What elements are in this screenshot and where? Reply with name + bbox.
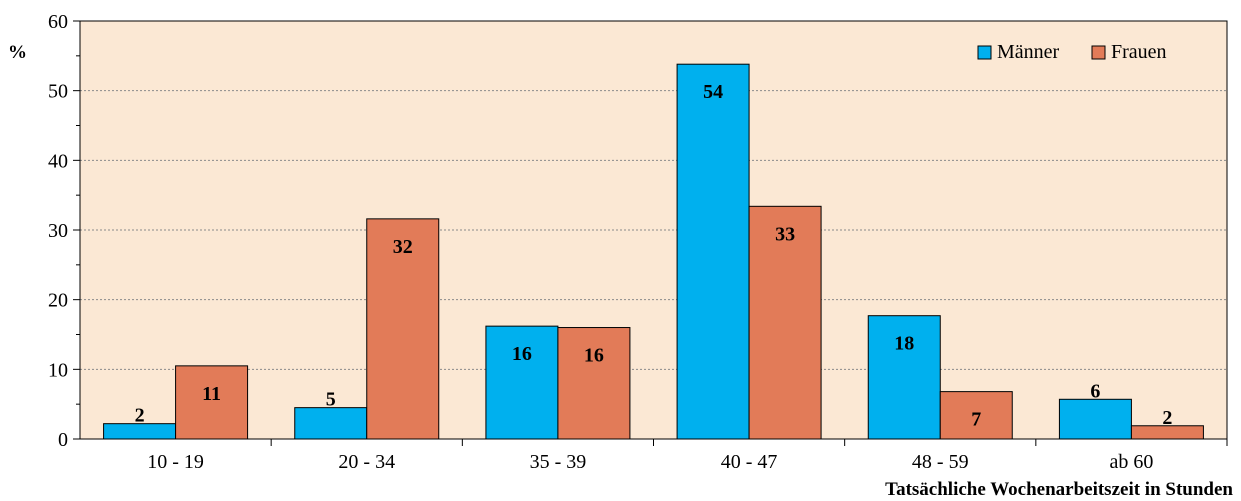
bars [103, 63, 1204, 440]
y-tick-label: 40 [48, 150, 68, 172]
y-tick-label: 20 [48, 290, 68, 312]
legend-swatch-maenner [977, 45, 992, 60]
y-tick-label: 60 [48, 11, 68, 33]
y-tick-label: 0 [58, 429, 68, 451]
labels: 0 10 20 30 40 50 60 10 - 19 2 11 20 - 34 5 32 35 - 39… [48, 11, 1172, 473]
y-tick-label: 10 [48, 359, 68, 381]
data-label: 6 [1090, 380, 1100, 402]
data-label: 2 [1162, 407, 1172, 429]
data-label: 16 [512, 343, 532, 365]
bar-maenner [676, 63, 750, 440]
data-label: 16 [584, 345, 604, 367]
bar-frauen [748, 205, 822, 440]
data-label: 33 [775, 223, 795, 245]
axes [73, 20, 1228, 446]
data-label: 54 [703, 81, 723, 103]
y-axis-title: % [8, 42, 27, 63]
bar-maenner [867, 315, 941, 440]
data-label: 5 [326, 389, 336, 411]
x-tick-label: 35 - 39 [530, 451, 587, 473]
data-label: 2 [135, 405, 145, 427]
y-tick-label: 50 [48, 81, 68, 103]
bar-maenner [294, 407, 368, 440]
x-tick-label: 40 - 47 [721, 451, 778, 473]
y-tick-label: 30 [48, 220, 68, 242]
legend: Männer Frauen [977, 41, 1167, 63]
data-label: 18 [894, 333, 914, 355]
legend-label-maenner: Männer [997, 41, 1060, 63]
legend-swatch-frauen [1091, 45, 1106, 60]
bar-maenner [1058, 398, 1132, 440]
x-tick-label: ab 60 [1109, 451, 1153, 473]
bar-frauen [175, 365, 249, 440]
x-tick-label: 10 - 19 [147, 451, 204, 473]
data-label: 11 [202, 383, 221, 405]
bar-frauen [939, 391, 1013, 440]
gridlines [80, 90, 1227, 370]
x-tick-label: 20 - 34 [338, 451, 395, 473]
x-axis-title: Tatsächliche Wochenarbeitszeit in Stunde… [885, 479, 1233, 500]
data-label: 7 [971, 409, 981, 431]
data-label: 32 [393, 236, 413, 258]
legend-label-frauen: Frauen [1111, 41, 1167, 63]
x-tick-label: 48 - 59 [912, 451, 969, 473]
